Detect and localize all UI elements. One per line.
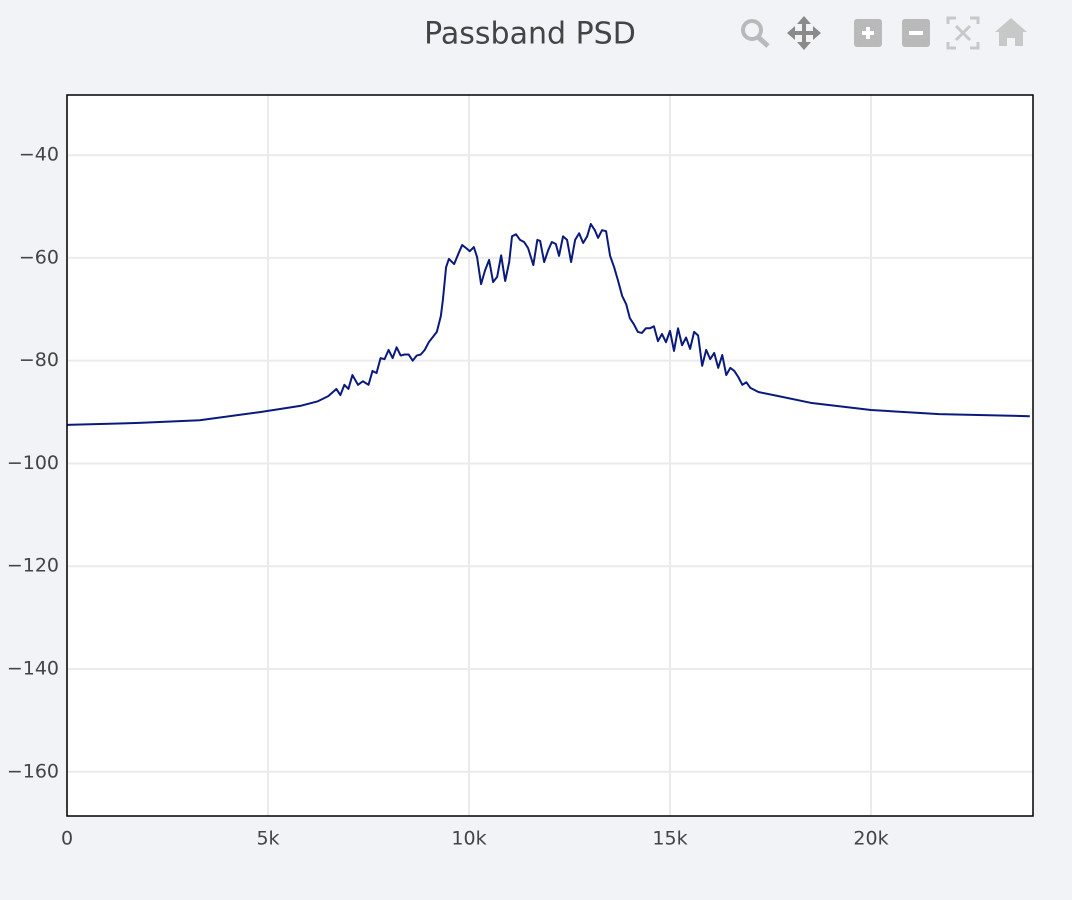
x-tick-label: 0 — [61, 828, 73, 850]
modebar — [741, 16, 1027, 50]
x-tick-label: 20k — [853, 828, 888, 850]
plot-border — [66, 94, 1034, 817]
x-tick-label: 10k — [451, 828, 486, 850]
y-tick-label: −100 — [7, 452, 59, 474]
y-tick-label: −80 — [19, 349, 59, 371]
zoom-in-button[interactable] — [854, 19, 882, 47]
plot-area — [67, 95, 1033, 816]
autoscale-button[interactable] — [946, 16, 980, 50]
zoom-out-button[interactable] — [902, 19, 930, 47]
x-tick-label: 15k — [652, 828, 687, 850]
series — [66, 222, 1030, 426]
y-tick-label: −60 — [19, 246, 59, 268]
y-tick-label: −140 — [7, 658, 59, 680]
line — [66, 222, 1030, 426]
zoom-button[interactable] — [741, 19, 770, 48]
x-tick-label: 5k — [256, 828, 279, 850]
y-tick-label: −120 — [7, 555, 59, 577]
grid — [66, 95, 1033, 816]
reset-button[interactable] — [995, 18, 1027, 46]
tick-labels: 0 5k 10k 15k 20k −40 −60 −80 −100 −120 −140 −160 — [7, 144, 889, 850]
chart-title: Passband PSD — [424, 17, 636, 52]
y-tick-label: −160 — [7, 760, 59, 782]
pan-button[interactable] — [787, 16, 821, 50]
y-tick-label: −40 — [19, 144, 59, 166]
